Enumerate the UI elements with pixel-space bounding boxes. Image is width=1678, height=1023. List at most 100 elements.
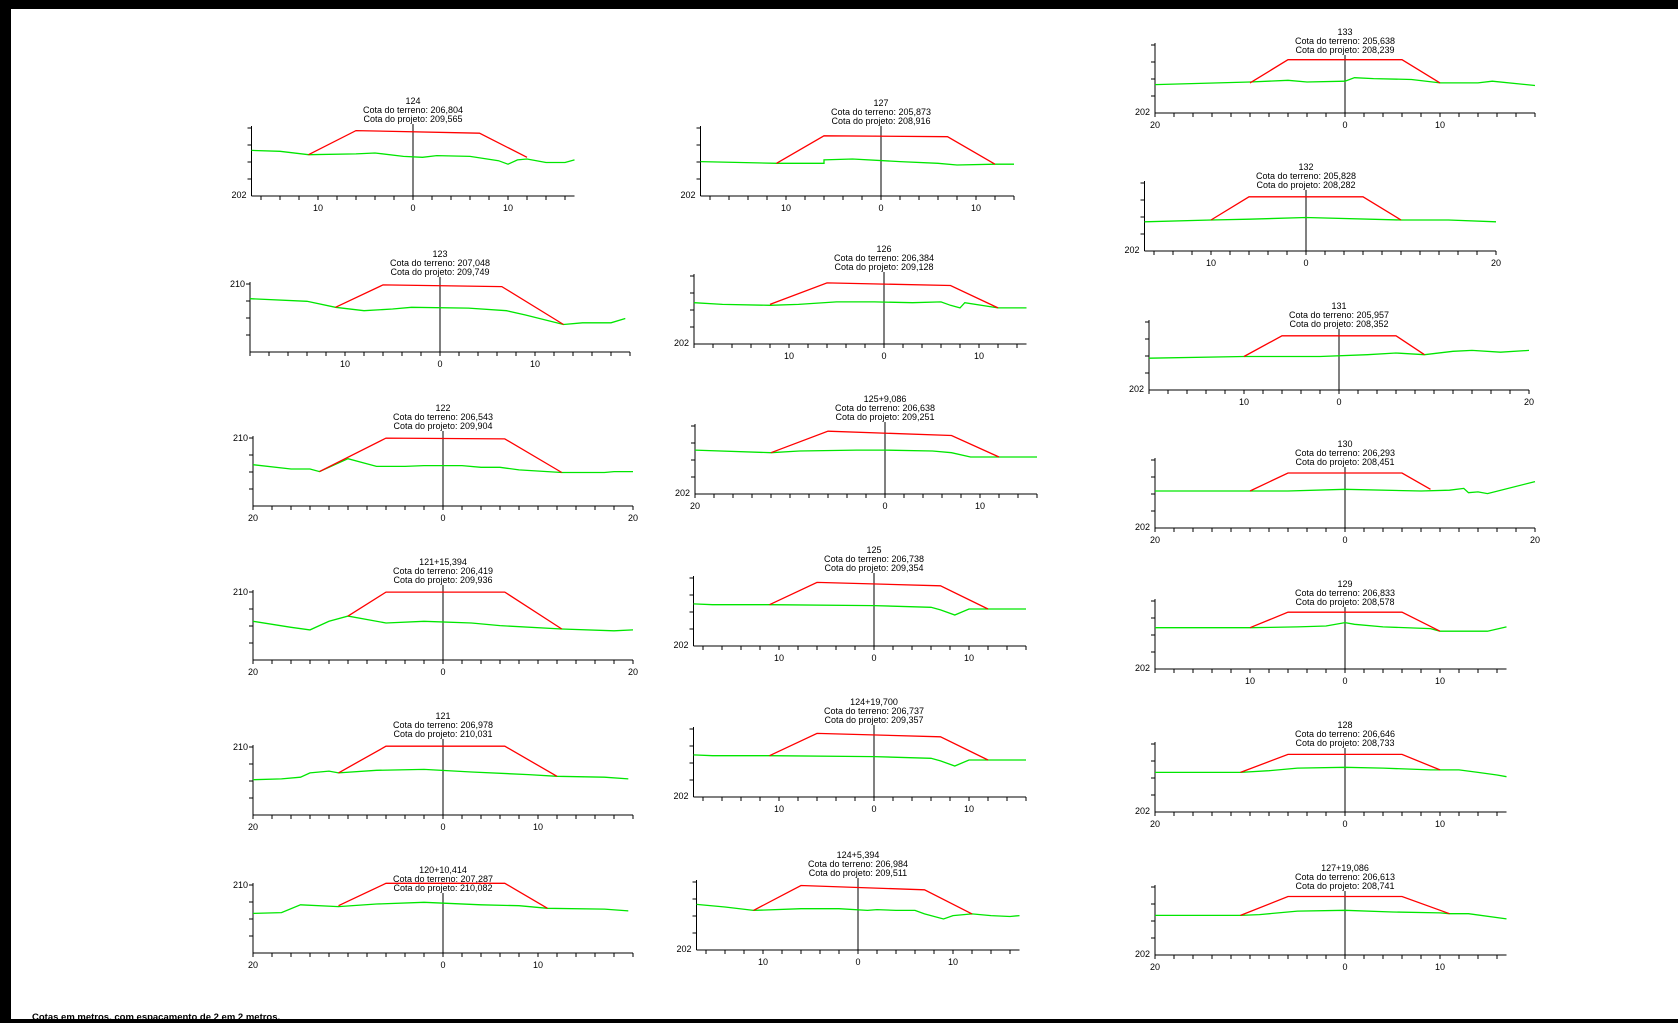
- design-section: [1240, 753, 1441, 774]
- terrain-profile: [694, 449, 1037, 458]
- project-elevation: Cota do projeto: 209,511: [809, 868, 907, 878]
- y-min-label: 202: [674, 338, 689, 348]
- terrain-profile: [252, 615, 634, 632]
- x-tick-label-center: 0: [881, 351, 886, 361]
- x-tick-label-center: 0: [410, 203, 415, 213]
- y-top-label: 210: [233, 880, 248, 890]
- y-min-label: 202: [1135, 522, 1150, 532]
- y-min-label: 202: [1135, 107, 1150, 117]
- x-tick-label-left: 10: [340, 359, 350, 369]
- x-tick-label-left: 10: [1245, 676, 1255, 686]
- design-section: [1243, 335, 1425, 358]
- station-label: 122: [435, 403, 450, 413]
- design-section: [338, 882, 548, 909]
- x-tick-label-center: 0: [871, 804, 876, 814]
- x-tick-label-center: 0: [1342, 819, 1347, 829]
- x-tick-label-center: 0: [440, 513, 445, 523]
- project-elevation: Cota do projeto: 209,128: [834, 262, 933, 272]
- terrain-profile: [1148, 349, 1530, 359]
- terrain-profile: [1144, 216, 1497, 223]
- x-tick-label-center: 0: [1342, 120, 1347, 130]
- y-min-label: 202: [232, 190, 247, 200]
- project-elevation: Cota do projeto: 208,282: [1256, 180, 1355, 190]
- x-tick-label-left: 10: [774, 653, 784, 663]
- x-tick-label-left: 10: [758, 957, 768, 967]
- x-tick-label-left: 10: [781, 203, 791, 213]
- station-label: 124+5,394: [837, 850, 880, 860]
- x-tick-label-right: 10: [1435, 819, 1445, 829]
- project-elevation: Cota do projeto: 208,451: [1295, 457, 1394, 467]
- terrain-elevation: Cota do terreno: 207,287: [393, 874, 493, 884]
- x-tick-label-left: 20: [1150, 962, 1160, 972]
- terrain-elevation: Cota do terreno: 206,543: [393, 412, 493, 422]
- terrain-profile: [1155, 766, 1507, 778]
- x-tick-label-right: 10: [530, 359, 540, 369]
- y-min-label: 202: [674, 791, 689, 801]
- project-elevation: Cota do projeto: 208,733: [1295, 738, 1394, 748]
- terrain-profile: [693, 754, 1026, 767]
- design-section: [770, 430, 1000, 458]
- x-tick-label-center: 0: [1303, 258, 1308, 268]
- station-label: 127+19,086: [1321, 863, 1369, 873]
- project-elevation: Cota do projeto: 209,904: [393, 421, 492, 431]
- terrain-elevation: Cota do terreno: 205,873: [831, 107, 931, 117]
- design-section: [753, 884, 973, 915]
- terrain-profile: [693, 301, 1027, 309]
- x-tick-label-center: 0: [1342, 962, 1347, 972]
- x-tick-label-left: 10: [1239, 397, 1249, 407]
- terrain-profile: [700, 158, 1014, 166]
- design-section: [769, 282, 999, 309]
- x-tick-label-center: 0: [1342, 535, 1347, 545]
- x-tick-label-left: 10: [774, 804, 784, 814]
- terrain-elevation: Cota do terreno: 205,638: [1295, 36, 1395, 46]
- footer-note: Cotas em metros, com espaçamento de 2 em…: [32, 1012, 281, 1023]
- project-elevation: Cota do projeto: 209,749: [390, 267, 489, 277]
- x-tick-label-center: 0: [440, 822, 445, 832]
- x-tick-label-right: 10: [948, 957, 958, 967]
- terrain-elevation: Cota do terreno: 206,738: [824, 554, 924, 564]
- design-section: [1240, 895, 1450, 917]
- project-elevation: Cota do projeto: 209,357: [824, 715, 923, 725]
- station-label: 125+9,086: [864, 394, 907, 404]
- design-section: [347, 591, 563, 630]
- x-tick-label-center: 0: [1342, 676, 1347, 686]
- x-tick-label-left: 20: [248, 513, 258, 523]
- project-elevation: Cota do projeto: 208,352: [1289, 319, 1388, 329]
- y-min-label: 202: [1135, 949, 1150, 959]
- terrain-profile: [1154, 77, 1536, 87]
- x-tick-label-right: 10: [533, 960, 543, 970]
- project-elevation: Cota do projeto: 208,239: [1295, 45, 1394, 55]
- project-elevation: Cota do projeto: 209,565: [363, 114, 462, 124]
- x-tick-label-right: 20: [1524, 397, 1534, 407]
- terrain-elevation: Cota do terreno: 206,293: [1295, 448, 1395, 458]
- y-min-label: 202: [1135, 663, 1150, 673]
- drawing-sheet: 10 0 10 202 124 Cota do terreno: 206,804 Cota …: [11, 9, 1678, 1023]
- terrain-elevation: Cota do terreno: 206,419: [393, 566, 493, 576]
- terrain-elevation: Cota do terreno: 206,978: [393, 720, 493, 730]
- design-section: [319, 437, 563, 474]
- y-min-label: 202: [681, 190, 696, 200]
- x-tick-label-center: 0: [437, 359, 442, 369]
- station-label: 121: [435, 711, 450, 721]
- project-elevation: Cota do projeto: 208,578: [1295, 597, 1394, 607]
- terrain-profile: [252, 458, 633, 474]
- y-min-label: 202: [677, 944, 692, 954]
- design-section: [308, 129, 528, 158]
- project-elevation: Cota do projeto: 210,031: [393, 729, 492, 739]
- design-section: [769, 732, 989, 761]
- x-tick-label-left: 10: [313, 203, 323, 213]
- x-tick-label-right: 20: [1530, 535, 1540, 545]
- x-tick-label-left: 20: [1150, 819, 1160, 829]
- station-label: 131: [1331, 301, 1346, 311]
